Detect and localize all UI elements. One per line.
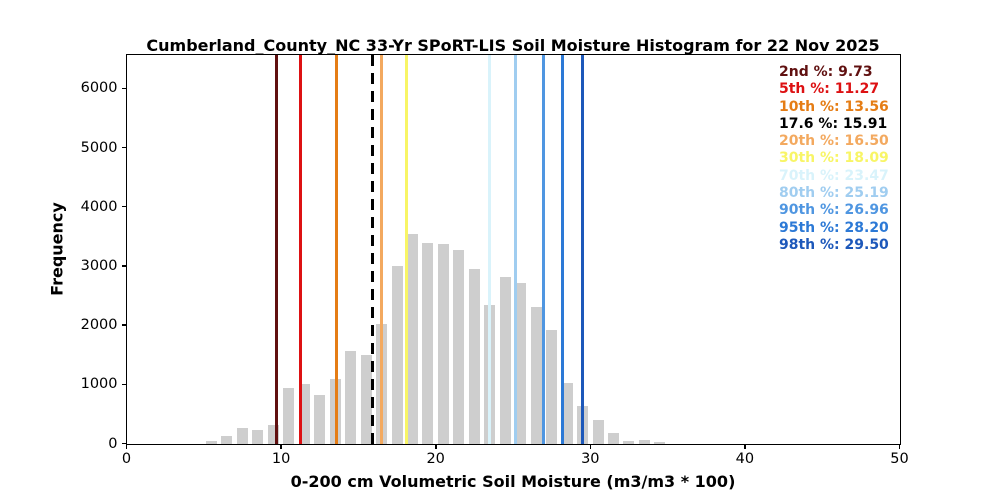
x-tick-label: 40 (735, 450, 755, 467)
y-tick-label: 1000 (80, 376, 118, 393)
percentile-legend: 2nd %: 9.73 5th %: 11.27 10th %: 13.56 17.6… (779, 64, 889, 254)
y-tick-mark (121, 87, 127, 89)
histogram-bar (206, 440, 218, 444)
histogram-bar (468, 269, 480, 444)
percentile-line (299, 54, 303, 444)
y-tick-mark (121, 442, 127, 445)
histogram-bar (252, 429, 264, 444)
legend-entry: 10th %: 13.56 (779, 98, 889, 115)
legend-entry: 5th %: 11.27 (779, 81, 880, 98)
histogram-bar (314, 395, 326, 444)
histogram-bar (360, 355, 372, 444)
legend-entry: 70th %: 23.47 (779, 167, 889, 184)
x-tick-label: 0 (121, 450, 132, 467)
histogram-bar (638, 440, 650, 444)
y-tick-mark (121, 146, 127, 149)
plot-area: 0 10 20 30 40 50 0 1000 2000 3000 4000 5000 6000 (81, 53, 909, 467)
y-tick-label: 2000 (80, 317, 118, 334)
percentile-line (541, 54, 545, 444)
legend-entry: 80th %: 25.19 (779, 185, 889, 202)
x-tick-label: 10 (271, 450, 291, 467)
y-tick-label: 3000 (80, 257, 118, 274)
percentile-line (487, 54, 491, 444)
histogram-bar (422, 242, 434, 444)
x-tick-mark (898, 443, 901, 449)
y-tick-label: 6000 (80, 80, 118, 97)
legend-entry: 2nd %: 9.73 (779, 64, 873, 80)
y-tick-label: 4000 (80, 198, 118, 215)
histogram-bar (283, 388, 295, 444)
y-tick-label: 0 (108, 435, 118, 452)
y-tick-mark (121, 265, 127, 267)
legend-entry: 95th %: 28.20 (779, 219, 889, 236)
percentile-line (334, 54, 338, 444)
histogram-bar (623, 440, 635, 444)
x-tick-mark (589, 443, 591, 449)
percentile-line (561, 54, 564, 444)
legend-entry: 20th %: 16.50 (779, 133, 889, 150)
x-tick-label: 30 (581, 450, 600, 467)
y-tick-mark (121, 383, 127, 385)
x-tick-label: 50 (890, 450, 909, 467)
percentile-line (370, 54, 375, 444)
histogram-bar (453, 250, 465, 444)
x-axis-label: 0-200 cm Volumetric Soil Moisture (m3/m3… (290, 472, 736, 491)
histogram-bar (530, 307, 542, 444)
histogram-bar (345, 350, 357, 444)
x-tick-mark (280, 443, 282, 449)
histogram-bar (298, 383, 310, 444)
percentile-line (404, 54, 408, 444)
histogram-bar (391, 265, 403, 444)
percentile-line (275, 54, 279, 444)
legend-entry: 30th %: 18.09 (779, 150, 889, 167)
y-tick-label: 5000 (80, 139, 118, 156)
chart-title: Cumberland_County_NC 33-Yr SPoRT-LIS Soi… (146, 36, 880, 55)
histogram-bar (437, 244, 449, 444)
legend-entry: 17.6 %: 15.91 (779, 115, 888, 132)
histogram-bar (406, 233, 418, 444)
percentile-line (581, 54, 585, 444)
percentile-line (380, 54, 384, 444)
histogram-bar (515, 282, 527, 444)
histogram-bar (267, 424, 279, 444)
histogram-bar (654, 442, 666, 444)
histogram-bar (221, 436, 233, 444)
legend-entry: 98th %: 29.50 (779, 236, 889, 253)
histogram-bar (236, 427, 248, 444)
y-tick-mark (121, 324, 127, 326)
histogram-bar (546, 329, 558, 444)
x-tick-mark (744, 443, 746, 449)
x-tick-label: 20 (426, 450, 445, 467)
percentile-line (514, 54, 518, 444)
histogram-bar (592, 420, 604, 444)
x-tick-mark (435, 443, 437, 449)
histogram-bar (499, 276, 511, 444)
x-tick-mark (125, 443, 128, 449)
histogram-bar (607, 432, 619, 444)
histogram-bar (561, 382, 573, 444)
legend-entry: 90th %: 26.96 (779, 202, 889, 219)
y-tick-mark (121, 205, 127, 208)
y-axis-label: Frequency (47, 202, 67, 296)
